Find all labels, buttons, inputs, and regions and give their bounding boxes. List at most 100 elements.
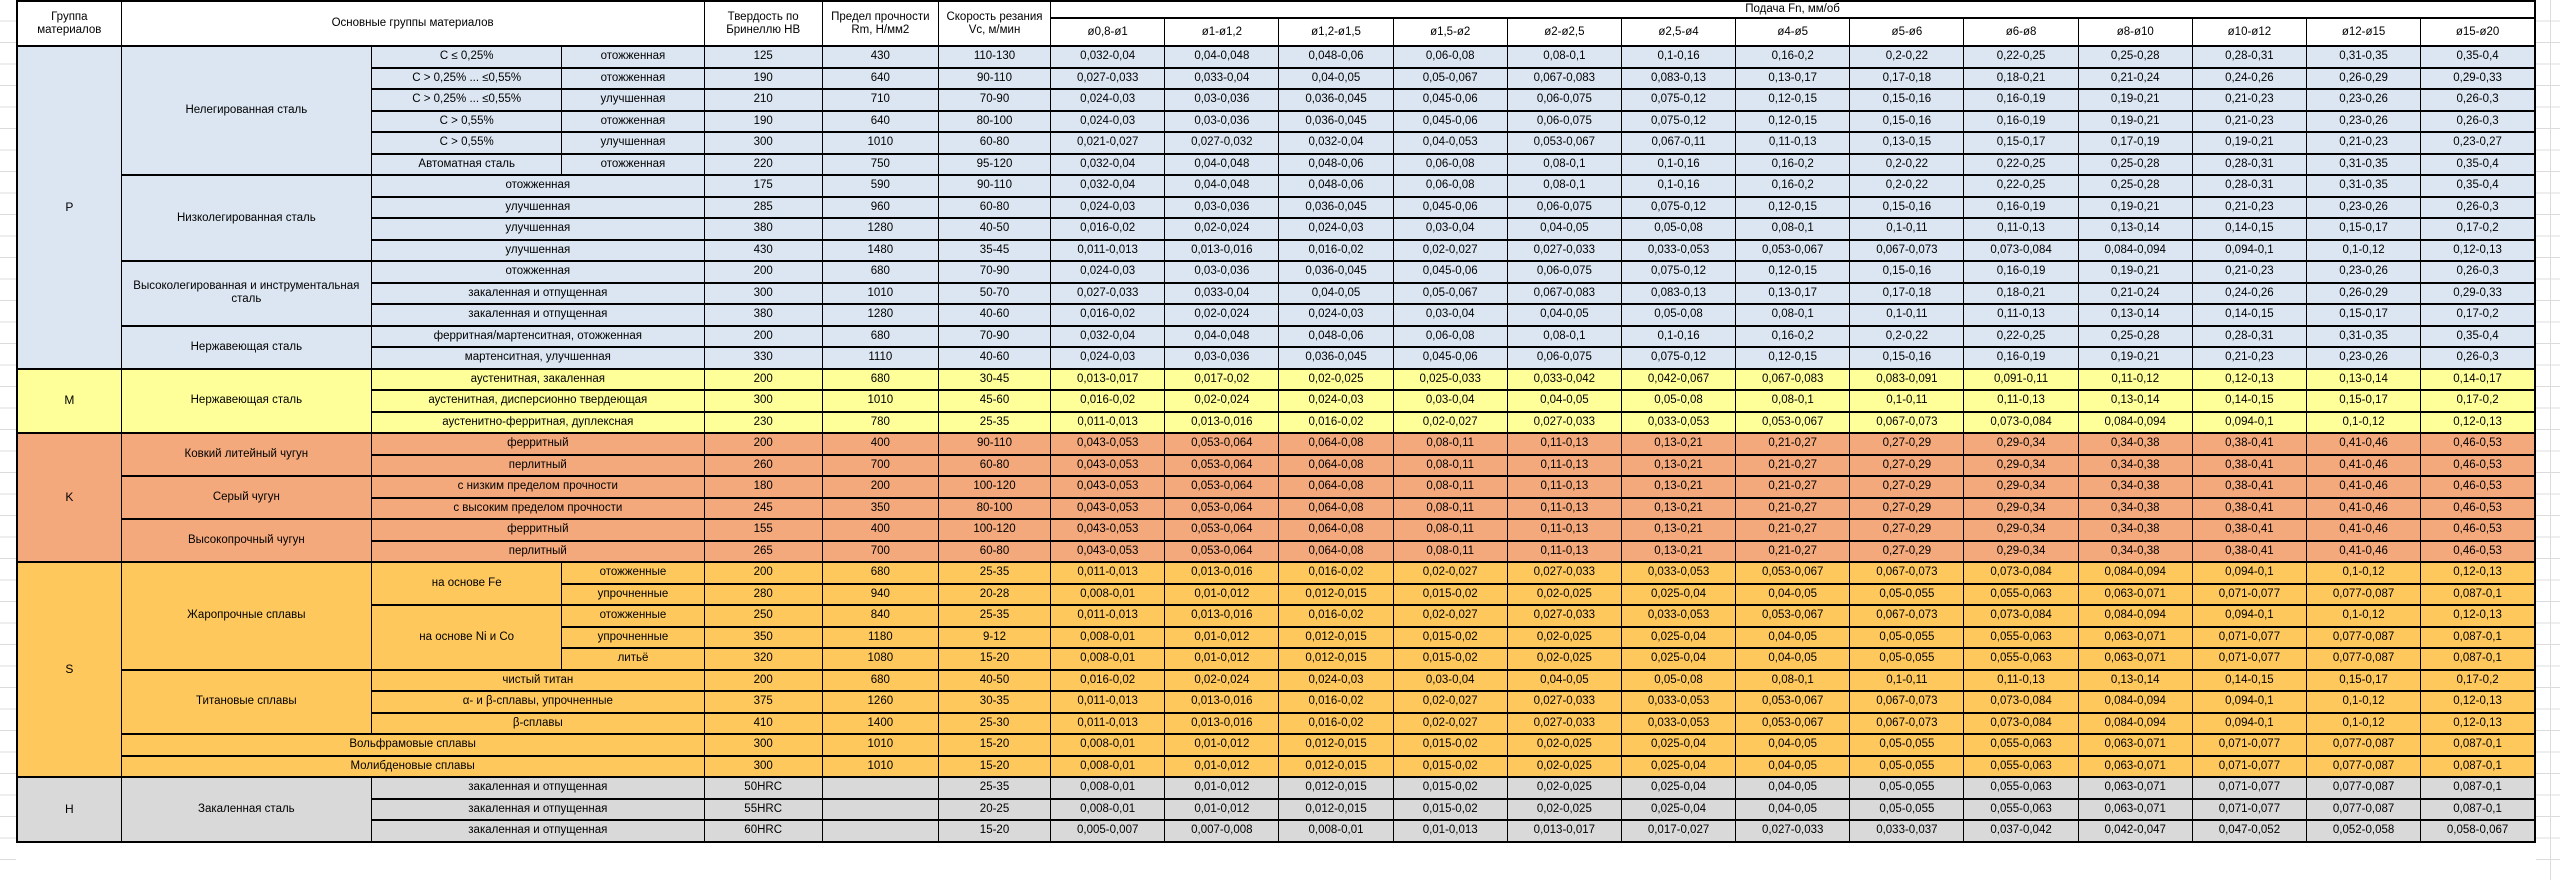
feed-value-cell[interactable]: 0,013-0,016 <box>1164 711 1280 735</box>
feed-value-cell[interactable]: 0,23-0,26 <box>2305 195 2422 219</box>
strength-cell[interactable]: 840 <box>821 604 939 628</box>
feed-value-cell[interactable]: 0,03-0,04 <box>1392 668 1508 692</box>
header-diameter-range[interactable]: ø0,8-ø1 <box>1050 17 1166 47</box>
feed-value-cell[interactable]: 0,05-0,055 <box>1849 647 1965 671</box>
feed-value-cell[interactable]: 0,28-0,31 <box>2191 45 2307 69</box>
feed-value-cell[interactable]: 0,053-0,067 <box>1506 131 1622 155</box>
feed-value-cell[interactable]: 0,005-0,007 <box>1050 819 1166 843</box>
feed-value-cell[interactable]: 0,38-0,41 <box>2191 518 2307 542</box>
material-subtype-cell[interactable]: C > 0,25% ... ≤0,55% <box>371 66 563 90</box>
cutting-speed-cell[interactable]: 80-100 <box>937 109 1052 133</box>
header-cutting-speed[interactable]: Скорость резания Vc, м/мин <box>937 0 1052 47</box>
feed-value-cell[interactable]: 0,41-0,46 <box>2305 432 2422 456</box>
feed-value-cell[interactable]: 0,15-0,16 <box>1849 260 1965 284</box>
feed-value-cell[interactable]: 0,094-0,1 <box>2191 561 2307 585</box>
feed-value-cell[interactable]: 0,063-0,071 <box>2077 797 2193 821</box>
group-code-cell[interactable]: H <box>16 776 122 843</box>
feed-value-cell[interactable]: 0,16-0,2 <box>1735 324 1851 348</box>
hardness-cell[interactable]: 200 <box>703 324 823 348</box>
feed-value-cell[interactable]: 0,03-0,036 <box>1164 88 1280 112</box>
feed-value-cell[interactable]: 0,084-0,094 <box>2077 410 2193 434</box>
strength-cell[interactable]: 350 <box>821 496 939 520</box>
strength-cell[interactable]: 680 <box>821 561 939 585</box>
feed-value-cell[interactable]: 0,073-0,084 <box>1963 238 2079 262</box>
feed-value-cell[interactable]: 0,17-0,2 <box>2420 668 2536 692</box>
strength-cell[interactable]: 680 <box>821 324 939 348</box>
hardness-cell[interactable]: 220 <box>703 152 823 176</box>
feed-value-cell[interactable]: 0,087-0,1 <box>2420 625 2536 649</box>
feed-value-cell[interactable]: 0,15-0,16 <box>1849 88 1965 112</box>
feed-value-cell[interactable]: 0,064-0,08 <box>1278 518 1394 542</box>
feed-value-cell[interactable]: 0,045-0,06 <box>1392 88 1508 112</box>
feed-value-cell[interactable]: 0,071-0,077 <box>2191 625 2307 649</box>
feed-value-cell[interactable]: 0,025-0,04 <box>1620 797 1737 821</box>
feed-value-cell[interactable]: 0,064-0,08 <box>1278 496 1394 520</box>
feed-value-cell[interactable]: 0,1-0,12 <box>2305 410 2422 434</box>
feed-value-cell[interactable]: 0,091-0,11 <box>1963 367 2079 391</box>
feed-value-cell[interactable]: 0,025-0,04 <box>1620 733 1737 757</box>
feed-value-cell[interactable]: 0,067-0,083 <box>1506 281 1622 305</box>
feed-value-cell[interactable]: 0,063-0,071 <box>2077 582 2193 606</box>
feed-value-cell[interactable]: 0,14-0,15 <box>2191 217 2307 241</box>
feed-value-cell[interactable]: 0,015-0,02 <box>1392 797 1508 821</box>
feed-value-cell[interactable]: 0,055-0,063 <box>1963 776 2079 800</box>
feed-value-cell[interactable]: 0,053-0,067 <box>1735 410 1851 434</box>
feed-value-cell[interactable]: 0,073-0,084 <box>1963 604 2079 628</box>
feed-value-cell[interactable]: 0,17-0,19 <box>2077 131 2193 155</box>
feed-value-cell[interactable]: 0,02-0,024 <box>1164 303 1280 327</box>
header-diameter-range[interactable]: ø4-ø5 <box>1735 17 1851 47</box>
feed-value-cell[interactable]: 0,087-0,1 <box>2420 647 2536 671</box>
feed-value-cell[interactable]: 0,16-0,2 <box>1735 45 1851 69</box>
feed-value-cell[interactable]: 0,071-0,077 <box>2191 776 2307 800</box>
feed-value-cell[interactable]: 0,21-0,27 <box>1735 453 1851 477</box>
feed-value-cell[interactable]: 0,21-0,23 <box>2305 131 2422 155</box>
header-diameter-range[interactable]: ø15-ø20 <box>2420 17 2536 47</box>
feed-value-cell[interactable]: 0,071-0,077 <box>2191 733 2307 757</box>
feed-value-cell[interactable]: 0,033-0,04 <box>1164 281 1280 305</box>
feed-value-cell[interactable]: 0,01-0,012 <box>1164 797 1280 821</box>
feed-value-cell[interactable]: 0,027-0,033 <box>1506 410 1622 434</box>
feed-value-cell[interactable]: 0,41-0,46 <box>2305 518 2422 542</box>
strength-cell[interactable]: 1010 <box>821 754 939 778</box>
hardness-cell[interactable]: 200 <box>703 260 823 284</box>
feed-value-cell[interactable]: 0,064-0,08 <box>1278 539 1394 563</box>
feed-value-cell[interactable]: 0,025-0,04 <box>1620 776 1737 800</box>
cutting-speed-cell[interactable]: 25-35 <box>937 776 1052 800</box>
feed-value-cell[interactable]: 0,024-0,03 <box>1278 668 1394 692</box>
feed-value-cell[interactable]: 0,016-0,02 <box>1278 238 1394 262</box>
feed-value-cell[interactable]: 0,27-0,29 <box>1849 496 1965 520</box>
cutting-speed-cell[interactable]: 25-35 <box>937 604 1052 628</box>
feed-value-cell[interactable]: 0,027-0,033 <box>1506 711 1622 735</box>
hardness-cell[interactable]: 300 <box>703 733 823 757</box>
feed-value-cell[interactable]: 0,02-0,027 <box>1392 410 1508 434</box>
feed-value-cell[interactable]: 0,073-0,084 <box>1963 410 2079 434</box>
feed-value-cell[interactable]: 0,036-0,045 <box>1278 88 1394 112</box>
strength-cell[interactable]: 940 <box>821 582 939 606</box>
feed-value-cell[interactable]: 0,042-0,067 <box>1620 367 1737 391</box>
feed-value-cell[interactable]: 0,08-0,1 <box>1735 668 1851 692</box>
hardness-cell[interactable]: 200 <box>703 432 823 456</box>
hardness-cell[interactable]: 410 <box>703 711 823 735</box>
material-family-cell[interactable]: Высоколегированная и инструментальная ст… <box>120 260 373 327</box>
feed-value-cell[interactable]: 0,008-0,01 <box>1278 819 1394 843</box>
feed-value-cell[interactable]: 0,027-0,032 <box>1164 131 1280 155</box>
feed-value-cell[interactable]: 0,11-0,13 <box>1506 539 1622 563</box>
cutting-speed-cell[interactable]: 25-35 <box>937 410 1052 434</box>
material-subtype-cell[interactable]: аустенитная, закаленная <box>371 367 705 391</box>
feed-value-cell[interactable]: 0,06-0,075 <box>1506 260 1622 284</box>
feed-value-cell[interactable]: 0,048-0,06 <box>1278 45 1394 69</box>
feed-value-cell[interactable]: 0,024-0,03 <box>1278 303 1394 327</box>
feed-value-cell[interactable]: 0,075-0,12 <box>1620 346 1737 370</box>
feed-value-cell[interactable]: 0,1-0,16 <box>1620 324 1737 348</box>
feed-value-cell[interactable]: 0,033-0,053 <box>1620 690 1737 714</box>
strength-cell[interactable] <box>821 797 939 821</box>
feed-value-cell[interactable]: 0,008-0,01 <box>1050 733 1166 757</box>
feed-value-cell[interactable]: 0,036-0,045 <box>1278 346 1394 370</box>
feed-value-cell[interactable]: 0,41-0,46 <box>2305 496 2422 520</box>
feed-value-cell[interactable]: 0,1-0,12 <box>2305 561 2422 585</box>
feed-value-cell[interactable]: 0,027-0,033 <box>1050 281 1166 305</box>
feed-value-cell[interactable]: 0,011-0,013 <box>1050 604 1166 628</box>
feed-value-cell[interactable]: 0,11-0,13 <box>1506 453 1622 477</box>
feed-value-cell[interactable]: 0,1-0,12 <box>2305 238 2422 262</box>
feed-value-cell[interactable]: 0,08-0,11 <box>1392 496 1508 520</box>
